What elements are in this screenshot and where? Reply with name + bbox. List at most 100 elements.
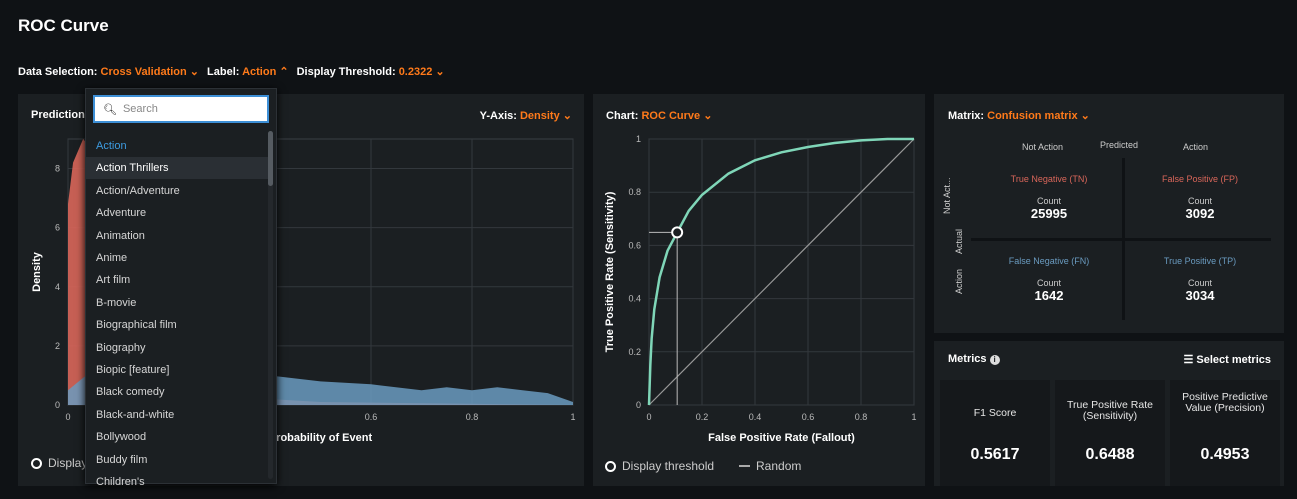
chevron-down-icon: ⌄ bbox=[189, 66, 200, 78]
legend-display-threshold[interactable]: Display threshold bbox=[605, 459, 714, 473]
matrix-cell-tp[interactable]: True Positive (TP) Count 3034 bbox=[1125, 256, 1275, 303]
matrix-select[interactable]: Matrix: Confusion matrix ⌄ bbox=[948, 109, 1090, 122]
legend-display-threshold[interactable]: Display bbox=[31, 456, 87, 470]
select-metrics-button[interactable]: ☰ Select metrics bbox=[1183, 353, 1271, 366]
dropdown-item[interactable]: Black comedy bbox=[96, 386, 165, 399]
y-tick-label: 2 bbox=[55, 341, 60, 351]
dropdown-item[interactable]: Biopic [feature] bbox=[96, 364, 170, 376]
dropdown-item[interactable]: Adventure bbox=[96, 207, 147, 220]
dropdown-item[interactable]: B-movie bbox=[96, 296, 137, 309]
chevron-down-icon: ⌄ bbox=[559, 110, 572, 122]
metric-label: Positive Predictive Value (Precision) bbox=[1182, 391, 1268, 414]
dropdown-item[interactable]: Black-and-white bbox=[96, 408, 175, 421]
search-icon: 🔍︎ bbox=[103, 103, 117, 116]
cell-count: 3092 bbox=[1185, 206, 1215, 221]
chart-label: Chart: bbox=[606, 110, 639, 122]
info-icon[interactable]: i bbox=[989, 355, 1000, 365]
chevron-down-icon: ⌄ bbox=[1077, 110, 1090, 122]
x-tick-label: 1 bbox=[911, 412, 916, 422]
matrix-cell-fp[interactable]: False Positive (FP) Count 3092 bbox=[1125, 174, 1275, 221]
legend-random[interactable]: Random bbox=[739, 459, 801, 473]
x-tick-label: 0.6 bbox=[365, 412, 378, 422]
roc-panel: Chart: ROC Curve ⌄ 0 0.2 0.4 0.6 0.8 1 0 0.2 0.4… bbox=[593, 94, 925, 486]
dropdown-item[interactable]: Animation bbox=[96, 229, 145, 242]
dropdown-item[interactable]: Children's bbox=[96, 476, 145, 488]
metric-label: F1 Score bbox=[973, 407, 1017, 419]
threshold-circle-icon bbox=[605, 460, 616, 472]
chevron-down-icon: ⌄ bbox=[700, 110, 713, 122]
cell-title: True Positive (TP) bbox=[1163, 256, 1237, 266]
actual-label: Actual bbox=[954, 228, 964, 254]
chart-value[interactable]: ROC Curve bbox=[641, 110, 701, 122]
yaxis-value[interactable]: Density bbox=[519, 110, 560, 122]
list-icon: ☰ bbox=[1183, 354, 1194, 366]
dropdown-item[interactable]: Buddy film bbox=[96, 453, 148, 466]
threshold-select[interactable]: Display Threshold: 0.2322 ⌄ bbox=[297, 65, 445, 78]
roc-chart: 0 0.2 0.4 0.6 0.8 1 0 0.2 0.4 0.6 0.8 1 False Positi… bbox=[604, 134, 917, 444]
divider bbox=[971, 238, 1271, 241]
chevron-up-icon: ⌃ bbox=[279, 66, 289, 78]
cell-count-label: Count bbox=[1036, 196, 1062, 206]
x-tick-label: 1 bbox=[570, 412, 575, 422]
x-tick-label: 0 bbox=[646, 412, 651, 422]
x-tick-label: 0.4 bbox=[749, 412, 762, 422]
dropdown-item[interactable]: Biography bbox=[96, 341, 146, 354]
x-tick-label: 0.2 bbox=[696, 412, 709, 422]
label-select[interactable]: Label: Action ⌃ bbox=[207, 65, 289, 78]
threshold-label: Display Threshold: bbox=[296, 66, 396, 78]
matrix-cell-tn[interactable]: True Negative (TN) Count 25995 bbox=[974, 174, 1124, 221]
chart-select[interactable]: Chart: ROC Curve ⌄ bbox=[606, 109, 712, 122]
matrix-value[interactable]: Confusion matrix bbox=[987, 110, 1078, 122]
threshold-circle-icon bbox=[31, 457, 42, 469]
scrollbar-thumb[interactable] bbox=[268, 131, 273, 186]
cell-count-label: Count bbox=[1187, 196, 1213, 206]
threshold-value[interactable]: 0.2322 bbox=[398, 66, 433, 78]
dropdown-item[interactable]: Action Thrillers bbox=[96, 162, 169, 175]
random-line-icon bbox=[739, 465, 750, 467]
dropdown-item[interactable]: Art film bbox=[96, 274, 131, 287]
y-tick-label: 0 bbox=[55, 400, 60, 410]
dropdown-item[interactable]: Action bbox=[96, 140, 127, 152]
x-tick-label: 0.8 bbox=[855, 412, 868, 422]
search-placeholder: Search bbox=[122, 103, 158, 115]
y-tick-label: 6 bbox=[55, 223, 60, 233]
controls-bar: Data Selection: Cross Validation ⌄ Label… bbox=[18, 65, 445, 78]
label-value[interactable]: Action bbox=[242, 66, 277, 78]
dropdown-item[interactable]: Anime bbox=[96, 252, 128, 264]
cell-title: False Negative (FN) bbox=[1008, 256, 1090, 266]
yaxis-select[interactable]: Y-Axis: Density ⌄ bbox=[480, 109, 572, 122]
scrollbar-track[interactable] bbox=[268, 131, 273, 479]
cell-title: True Negative (TN) bbox=[1010, 174, 1088, 184]
data-selection-value[interactable]: Cross Validation bbox=[100, 66, 187, 78]
cell-count: 1642 bbox=[1034, 288, 1064, 303]
data-selection[interactable]: Data Selection: Cross Validation ⌄ bbox=[18, 65, 199, 78]
random-line bbox=[648, 138, 915, 406]
dropdown-item[interactable]: Biographical film bbox=[96, 319, 177, 332]
metric-ppv: Positive Predictive Value (Precision) 0.4… bbox=[1170, 380, 1280, 486]
x-tick-label: 0.6 bbox=[802, 412, 815, 422]
y-tick-label: 0 bbox=[636, 400, 641, 410]
dropdown-item[interactable]: Bollywood bbox=[96, 431, 147, 444]
metrics-title: Metrics i bbox=[948, 353, 1000, 365]
row-not-action: Not Act... bbox=[942, 177, 952, 214]
label-label: Label: bbox=[207, 66, 240, 78]
roc-curve bbox=[647, 137, 914, 406]
predicted-label: Predicted bbox=[1100, 140, 1139, 150]
matrix-cell-fn[interactable]: False Negative (FN) Count 1642 bbox=[974, 256, 1124, 303]
x-axis-label: Probability of Event bbox=[269, 432, 373, 444]
y-tick-label: 0.6 bbox=[628, 240, 641, 250]
metric-value: 0.6488 bbox=[1085, 446, 1135, 463]
metric-value: 0.4953 bbox=[1200, 446, 1250, 463]
legend-label: Display bbox=[48, 456, 88, 470]
metric-tpr: True Positive Rate (Sensitivity) 0.6488 bbox=[1055, 380, 1165, 486]
label-dropdown: 🔍︎ Search Action Action Thrillers Action/Ad… bbox=[85, 88, 277, 488]
dropdown-item[interactable]: Action/Adventure bbox=[96, 184, 180, 197]
y-tick-label: 0.4 bbox=[628, 294, 641, 304]
y-tick-label: 0.8 bbox=[628, 187, 641, 197]
col-not-action: Not Action bbox=[1022, 142, 1064, 152]
search-input[interactable]: 🔍︎ Search bbox=[93, 95, 269, 123]
cell-count: 25995 bbox=[1030, 206, 1068, 221]
metrics-title-text: Metrics bbox=[948, 353, 987, 365]
y-axis-label: Density bbox=[31, 251, 43, 292]
metric-value: 0.5617 bbox=[970, 446, 1020, 463]
